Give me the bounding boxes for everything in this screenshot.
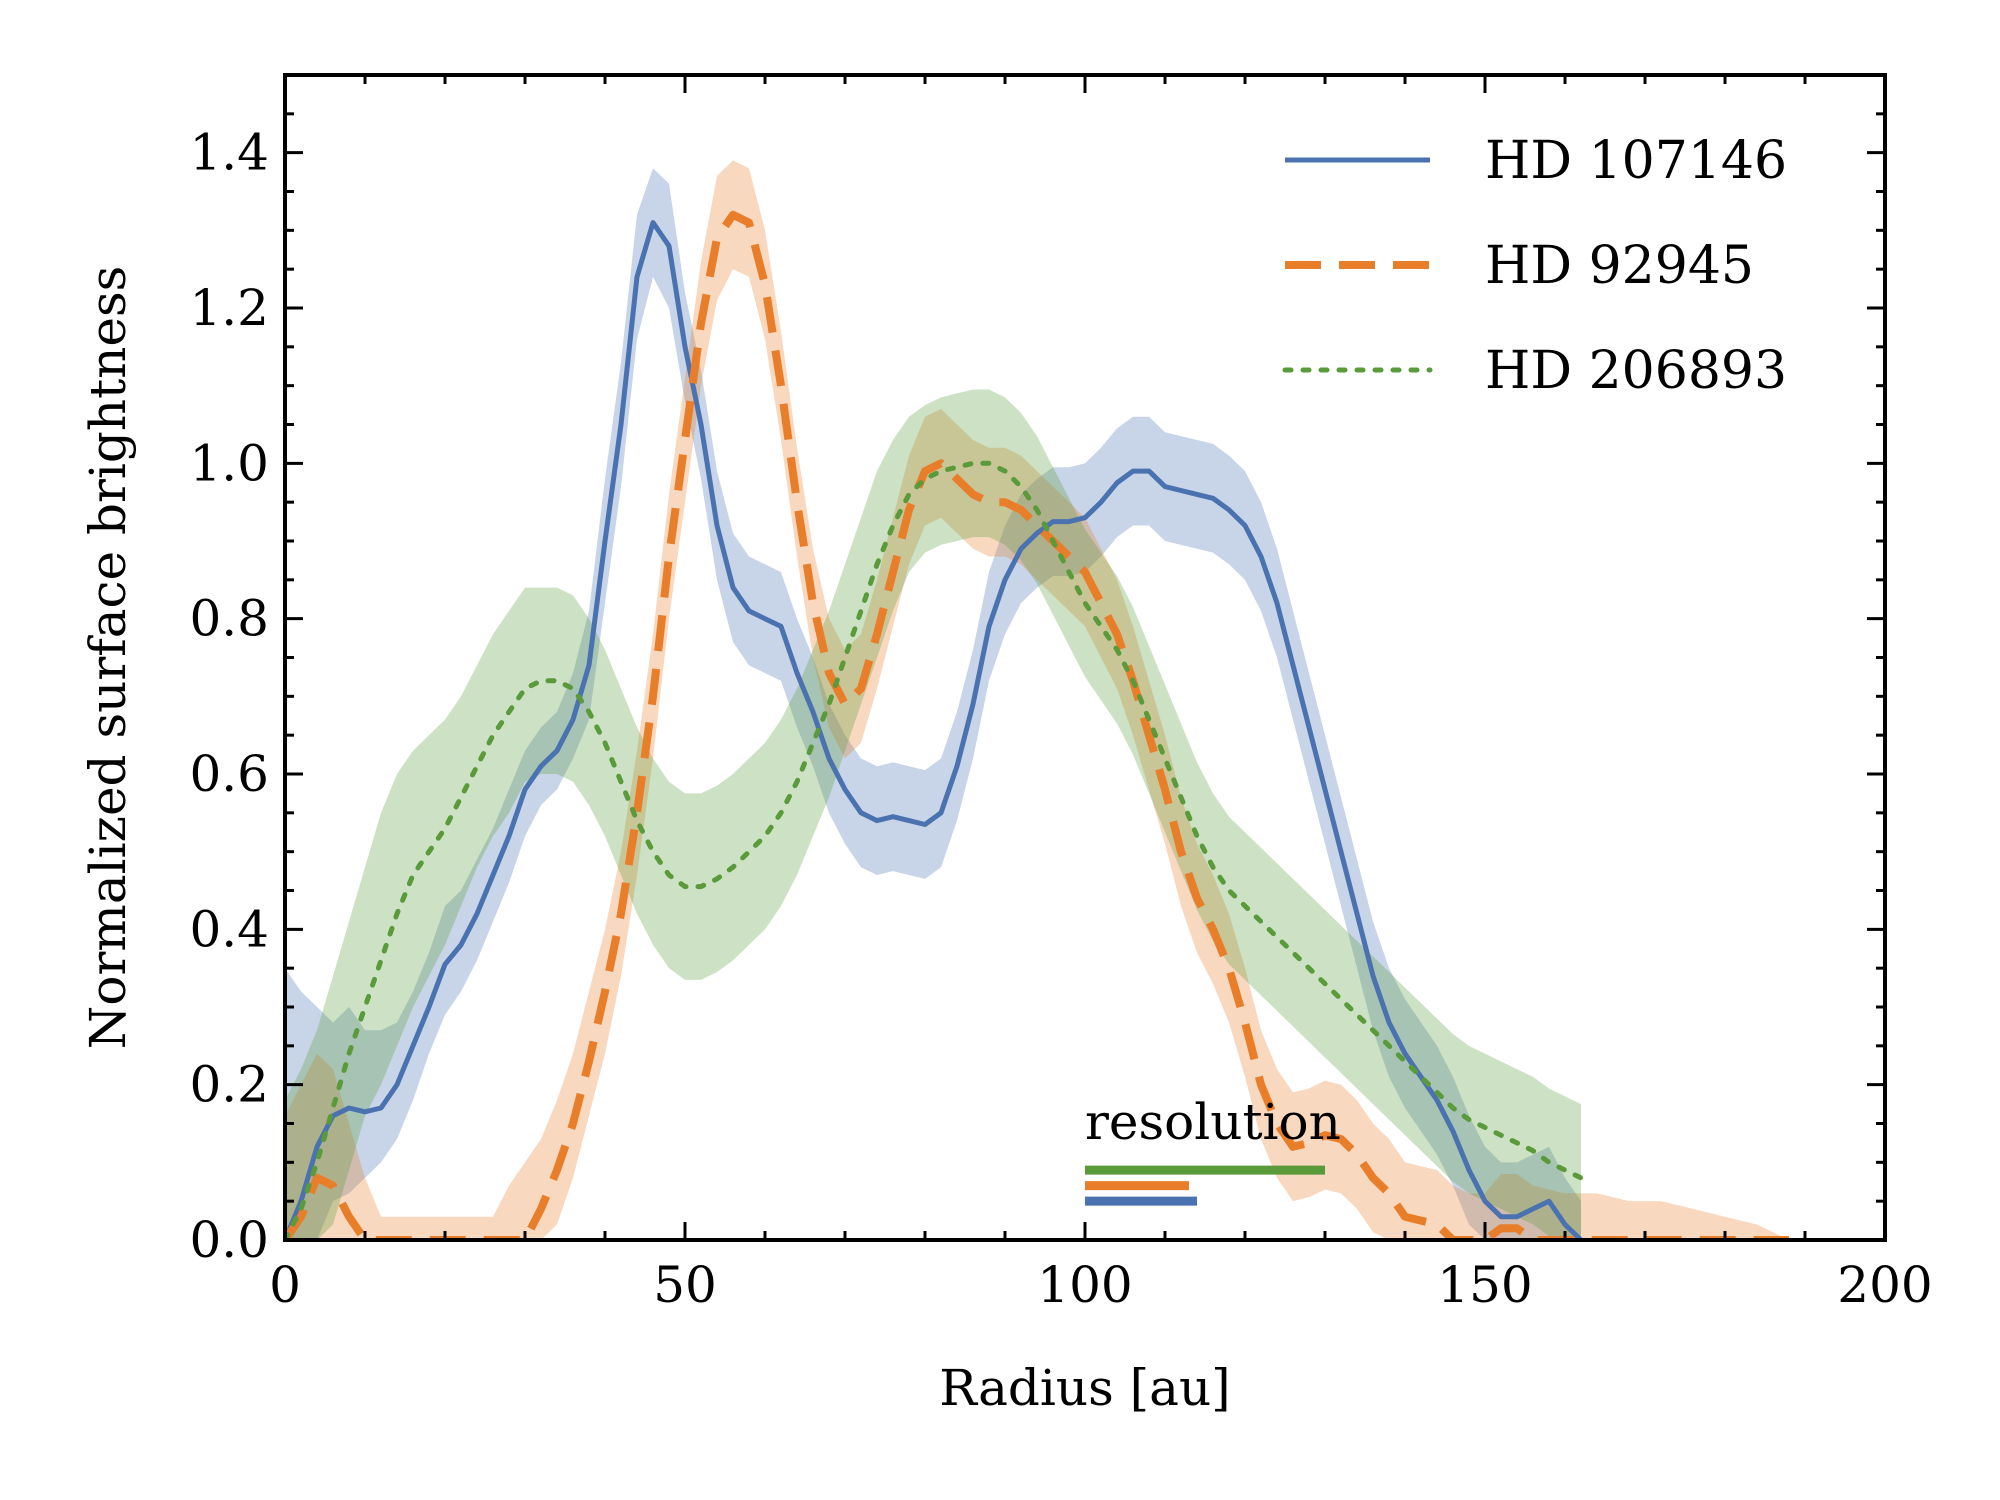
y-tick-label: 1.0 [189,434,269,492]
y-tick-label: 0.4 [189,900,269,958]
legend: HD 107146 HD 92945 HD 206893 [1285,131,1787,401]
y-axis-label: Normalized surface brightness [79,266,137,1050]
legend-label-3: HD 206893 [1485,341,1787,401]
x-tick-labels: 0 50 100 150 200 [269,1256,1933,1314]
x-tick-label: 0 [269,1256,301,1314]
y-tick-label: 0.8 [189,590,269,648]
y-tick-label: 1.2 [189,279,269,337]
x-tick-label: 100 [1037,1256,1132,1314]
x-tick-label: 200 [1837,1256,1932,1314]
x-tick-label: 150 [1437,1256,1532,1314]
y-tick-label: 0.0 [189,1211,269,1269]
uncertainty-bands [285,160,1789,1240]
legend-label-1: HD 107146 [1485,131,1787,191]
y-tick-label: 0.6 [189,745,269,803]
y-tick-labels: 0.0 0.2 0.4 0.6 0.8 1.0 1.2 1.4 [189,124,269,1269]
x-tick-label: 50 [653,1256,717,1314]
y-tick-label: 0.2 [189,1056,269,1114]
legend-label-2: HD 92945 [1485,236,1754,296]
y-tick-label: 1.4 [189,124,269,182]
x-axis-label: Radius [au] [939,1359,1230,1417]
resolution-label: resolution [1085,1093,1341,1151]
